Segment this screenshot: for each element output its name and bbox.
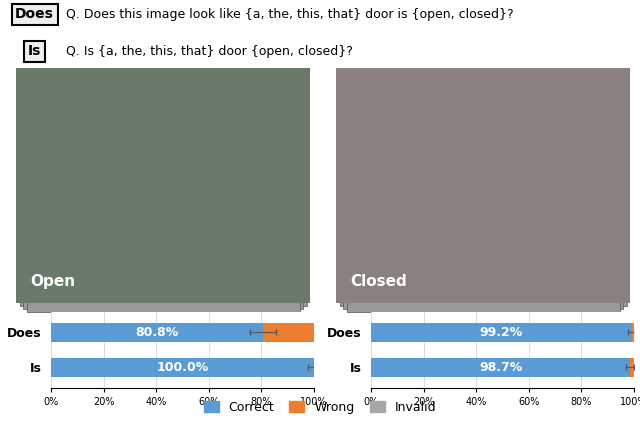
Text: Does: Does — [15, 8, 54, 22]
Legend: Correct, Wrong, Invalid: Correct, Wrong, Invalid — [198, 396, 442, 418]
FancyBboxPatch shape — [347, 76, 620, 312]
Text: 98.7%: 98.7% — [479, 361, 522, 374]
Text: 100.0%: 100.0% — [156, 361, 209, 374]
FancyBboxPatch shape — [340, 71, 627, 306]
Text: Closed: Closed — [351, 274, 408, 289]
Bar — [632, 323, 634, 342]
FancyBboxPatch shape — [336, 68, 630, 303]
Bar — [371, 357, 630, 377]
Text: 80.8%: 80.8% — [136, 326, 179, 339]
Bar — [263, 323, 314, 342]
Bar — [51, 323, 263, 342]
Text: Q. Does this image look like {a, the, this, that} door is {open, closed}?: Q. Does this image look like {a, the, th… — [66, 8, 514, 21]
Bar — [371, 323, 632, 342]
FancyBboxPatch shape — [27, 76, 300, 312]
Text: 99.2%: 99.2% — [480, 326, 523, 339]
Text: Open: Open — [31, 274, 76, 289]
FancyBboxPatch shape — [16, 68, 310, 303]
Bar — [51, 357, 314, 377]
FancyBboxPatch shape — [343, 73, 623, 309]
Text: Is: Is — [28, 44, 42, 58]
Text: Q. Is {a, the, this, that} door {open, closed}?: Q. Is {a, the, this, that} door {open, c… — [66, 45, 353, 58]
Bar — [630, 357, 634, 377]
FancyBboxPatch shape — [23, 73, 303, 309]
FancyBboxPatch shape — [20, 71, 307, 306]
